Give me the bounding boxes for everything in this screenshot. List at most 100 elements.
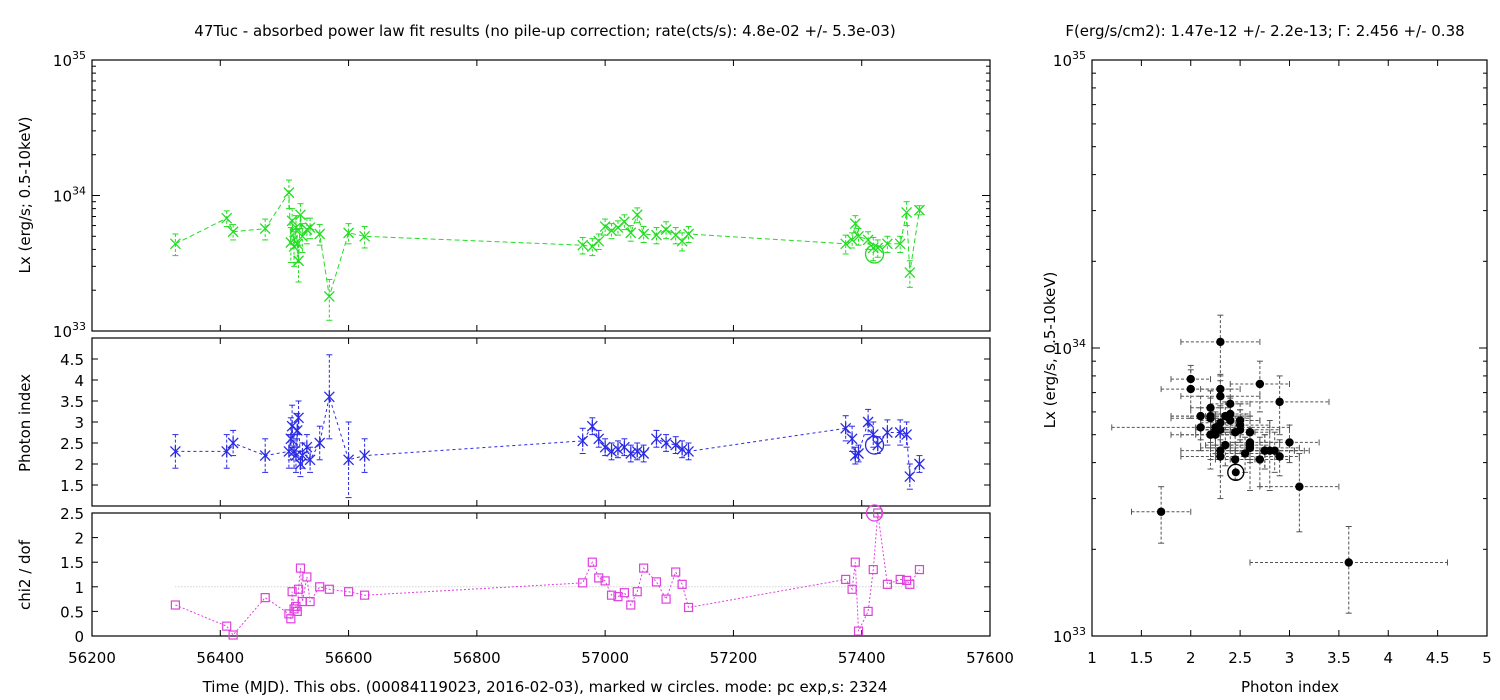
gamma-time-point — [676, 443, 688, 456]
gamma-time-point — [683, 445, 694, 458]
chi-time-point — [683, 602, 694, 613]
gamma-time-point — [625, 447, 637, 460]
scatter-point — [1186, 384, 1195, 394]
chi-time-point — [895, 574, 905, 585]
chi-time-point — [868, 564, 878, 575]
chi-time-point — [305, 596, 315, 607]
scatter-point — [1240, 449, 1250, 458]
gamma-time-point — [283, 445, 295, 458]
x-stroke — [894, 238, 906, 250]
scatter-point — [1245, 438, 1255, 447]
x-stroke — [221, 212, 233, 224]
gamma-time-point — [846, 432, 858, 445]
lx-time-point — [660, 224, 672, 236]
x-stroke — [593, 235, 605, 247]
gamma-time-point — [840, 422, 852, 435]
lx-time-y-tick-label: 1035 — [53, 49, 86, 70]
lx-time-point — [631, 209, 643, 221]
lx-time-error-bar — [870, 236, 877, 262]
time-x-tick-label: 56800 — [453, 649, 501, 667]
lx-time-error-bar — [672, 227, 679, 245]
x-stroke — [660, 224, 672, 236]
gamma-time-point — [323, 390, 335, 403]
chi-time-point — [222, 621, 232, 631]
lx-time-point — [296, 230, 308, 242]
gamma-time-y-label: Photon index — [16, 374, 34, 472]
gamma-time-point — [612, 443, 624, 456]
chi-time-point — [619, 588, 629, 598]
x-stroke — [846, 234, 858, 246]
scatter-point — [1186, 374, 1195, 384]
lx-time-point — [586, 241, 598, 253]
lx-time-point — [913, 204, 925, 216]
gamma-time-y-tick-label: 2 — [74, 456, 84, 474]
gamma-time-point — [853, 447, 864, 460]
lx-time-error-bar — [884, 235, 891, 253]
lx-time-error-bar — [663, 221, 670, 240]
lx-time-panel-frame — [91, 59, 991, 332]
x-stroke — [901, 206, 913, 218]
x-stroke — [286, 215, 298, 227]
chi-time-point — [626, 600, 636, 610]
time-axis-label: Time (MJD). This obs. (00084119023, 2016… — [202, 678, 888, 696]
x-stroke — [618, 216, 630, 228]
x-stroke — [849, 218, 861, 230]
lx-time-error-bar — [299, 223, 306, 253]
gamma-time-y-tick-label: 4 — [74, 372, 84, 390]
gamma-time-point — [872, 439, 884, 452]
scatter-point — [1285, 438, 1294, 447]
gamma-time-y-tick-label: 2.5 — [60, 435, 84, 453]
scatter-y-tick-label: 1033 — [1053, 625, 1086, 646]
x-stroke — [853, 230, 864, 242]
scatter-point — [1275, 452, 1284, 461]
scatter-point — [1255, 379, 1265, 389]
time-x-tick-label: 57200 — [710, 649, 758, 667]
chi-time-point — [882, 579, 892, 589]
chi-time-panel-frame — [91, 512, 991, 637]
chi-time-point — [905, 579, 915, 589]
scatter-current-obs-circle — [1227, 463, 1245, 482]
chi-time-y-tick-label: 0.5 — [60, 603, 84, 621]
chi-time-point — [853, 626, 864, 636]
lx-time-error-bar — [903, 201, 910, 227]
plot-area: 56200 56400 56600 56800 57000 57200 57400 57600… — [53, 49, 1492, 667]
chi-time-current-obs-circle — [865, 504, 884, 522]
scatter-point — [1245, 428, 1255, 437]
chi-time-point — [260, 593, 270, 603]
x-stroke — [314, 228, 326, 240]
gamma-time-point — [301, 441, 313, 454]
chi-time-point — [671, 567, 681, 577]
gamma-time-point — [650, 432, 662, 445]
x-stroke — [625, 227, 637, 239]
lx-time-y-label: Lx (erg/s; 0.5-10keV) — [16, 116, 34, 273]
gamma-time-point — [638, 447, 650, 460]
lx-time-point — [291, 238, 303, 250]
chi-time-series-line — [175, 512, 920, 636]
x-stroke — [683, 228, 694, 240]
lx-time-point — [301, 224, 313, 236]
chi-time-point — [291, 601, 301, 612]
gamma-time-point — [901, 428, 913, 441]
chi-time-point — [587, 557, 597, 567]
lx-time-point — [343, 227, 355, 239]
x-stroke — [586, 241, 598, 253]
gamma-time-point — [359, 449, 371, 462]
lx-time-error-bar — [289, 208, 296, 237]
x-stroke — [577, 239, 589, 251]
scatter-x-tick-label: 2 — [1186, 649, 1196, 667]
lx-time-point — [894, 238, 906, 250]
scatter-x-label: Photon index — [1241, 678, 1339, 696]
lx-time-point — [359, 230, 371, 242]
scatter-x-tick-label: 5 — [1482, 649, 1492, 667]
lx-time-error-bar — [874, 239, 881, 258]
gamma-time-point — [304, 453, 316, 466]
gamma-time-point — [593, 432, 605, 445]
lx-time-point — [849, 218, 861, 230]
lx-time-point — [881, 238, 893, 250]
chi-time-point — [287, 587, 297, 597]
x-stroke — [343, 227, 355, 239]
scatter-point — [1260, 446, 1270, 455]
chi-time-y-tick-label: 0 — [74, 628, 84, 646]
gamma-time-point — [293, 411, 304, 424]
lx-time-point — [593, 235, 605, 247]
